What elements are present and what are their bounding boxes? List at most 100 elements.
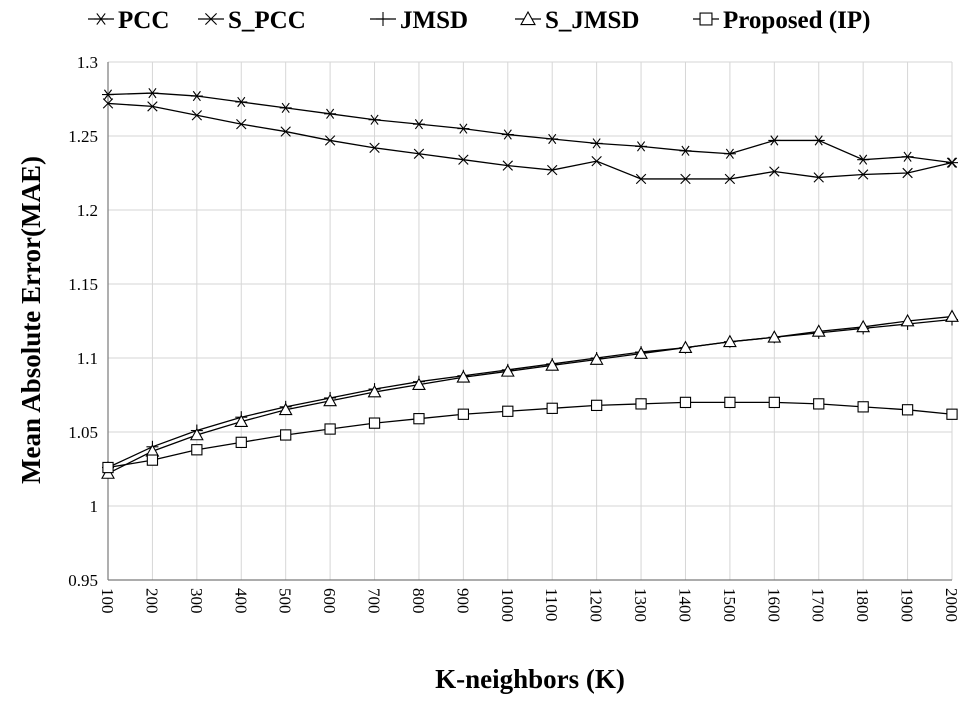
data-point-proposed-ip [768,396,780,409]
data-point-s-pcc [724,173,736,185]
data-point-s-pcc [369,142,380,154]
x-tick-label: 800 [409,588,428,614]
y-tick-label: 1.3 [77,53,98,72]
data-point-pcc [279,102,292,114]
data-point-pcc [812,135,825,146]
data-point-proposed-ip [857,401,869,413]
data-point-pcc [723,148,736,159]
x-tick-label: 1900 [898,588,917,622]
data-point-pcc [368,114,381,125]
data-point-s-jmsd [589,352,604,365]
y-tick-label: 1.15 [68,275,98,294]
data-point-s-jmsd [900,313,915,327]
x-tick-label: 1000 [498,588,517,622]
y-tick-label: 1 [90,497,99,516]
data-point-s-pcc [635,173,647,185]
y-axis-label: Mean Absolute Error(MAE) [16,156,46,484]
x-tick-label: 100 [98,588,117,614]
data-point-s-pcc [680,173,691,185]
data-point-proposed-ip [590,399,603,412]
data-point-s-jmsd [456,370,471,383]
data-point-pcc [457,123,470,134]
legend-marker-s-pcc [205,13,217,25]
data-point-s-jmsd [278,402,293,416]
y-tick-label: 1.2 [77,201,98,220]
x-tick-label: 500 [276,588,295,614]
data-point-proposed-ip [946,408,958,420]
data-point-proposed-ip [546,402,558,414]
data-point-s-pcc [591,155,602,167]
data-point-s-jmsd [500,364,515,377]
data-point-proposed-ip [901,404,914,416]
data-point-pcc [102,89,114,100]
x-tick-label: 1200 [587,588,606,622]
legend-item-s-jmsd: S_JMSD [515,7,639,34]
data-point-s-jmsd [234,414,249,427]
series-s-jmsd [101,309,959,479]
data-point-proposed-ip [324,423,336,435]
data-point-s-pcc [324,135,336,146]
series-pcc [102,87,958,168]
grid-lines [107,61,953,581]
y-tick-labels: 0.95 1 1.05 1.1 1.15 1.2 1.25 1.3 [68,53,98,590]
data-point-s-jmsd [722,334,737,348]
series-jmsd [102,313,958,474]
axes [107,62,952,581]
data-point-s-pcc [102,98,114,109]
y-tick-label: 1.1 [77,349,98,368]
data-point-proposed-ip [280,429,292,441]
data-point-pcc [590,138,603,149]
series-line-jmsd [107,318,953,469]
data-point-s-pcc [191,110,203,121]
legend-marker-jmsd [376,12,390,26]
legend-item-pcc: PCC [88,7,169,34]
legend-marker-pcc [94,13,108,25]
x-tick-label: 1600 [764,588,783,622]
data-point-pcc [190,90,203,102]
x-tick-label: 2000 [942,588,961,622]
series-line-proposed-ip [107,401,953,469]
data-point-s-jmsd [367,384,382,398]
data-point-proposed-ip [191,444,203,456]
x-tick-label: 1700 [809,588,828,622]
data-point-s-jmsd [323,393,338,407]
legend-label-s-jmsd: S_JMSD [545,7,639,34]
legend-item-jmsd: JMSD [370,7,468,34]
x-tick-label: 300 [187,588,206,614]
legend-label-pcc: PCC [118,7,169,34]
data-point-pcc [501,129,514,140]
data-point-pcc [412,119,425,130]
x-axis-label: K-neighbors (K) [435,664,625,694]
data-point-s-jmsd [412,377,426,390]
series-line-pcc [107,92,953,164]
data-point-s-jmsd [189,427,204,441]
data-point-s-pcc [236,118,247,130]
data-point-s-jmsd [767,330,782,343]
data-point-proposed-ip [146,454,159,466]
series-proposed-ip [102,396,958,474]
y-tick-label: 1.05 [68,423,98,442]
series-line-s-jmsd [107,315,953,475]
data-point-proposed-ip [502,405,514,417]
data-point-proposed-ip [724,396,736,409]
legend: PCC S_PCC JMSD S_JMSD Proposed (IP) [88,7,870,34]
data-point-s-pcc [280,126,291,137]
data-point-s-pcc [946,157,958,168]
data-point-pcc [679,145,692,156]
data-point-s-pcc [769,166,780,177]
series-line-s-pcc [107,102,953,180]
data-point-s-jmsd [545,358,560,371]
legend-marker-proposed-ip [699,12,713,26]
data-point-pcc [768,135,781,146]
data-point-pcc [901,151,914,162]
x-tick-label: 1300 [631,588,650,622]
x-tick-label: 1400 [675,588,694,622]
data-point-proposed-ip [635,398,647,410]
legend-item-s-pcc: S_PCC [198,7,306,34]
data-point-s-jmsd [678,340,693,353]
x-tick-label: 900 [453,588,472,614]
legend-label-s-pcc: S_PCC [228,7,306,34]
data-point-s-pcc [502,160,513,171]
data-point-s-pcc [413,148,425,159]
